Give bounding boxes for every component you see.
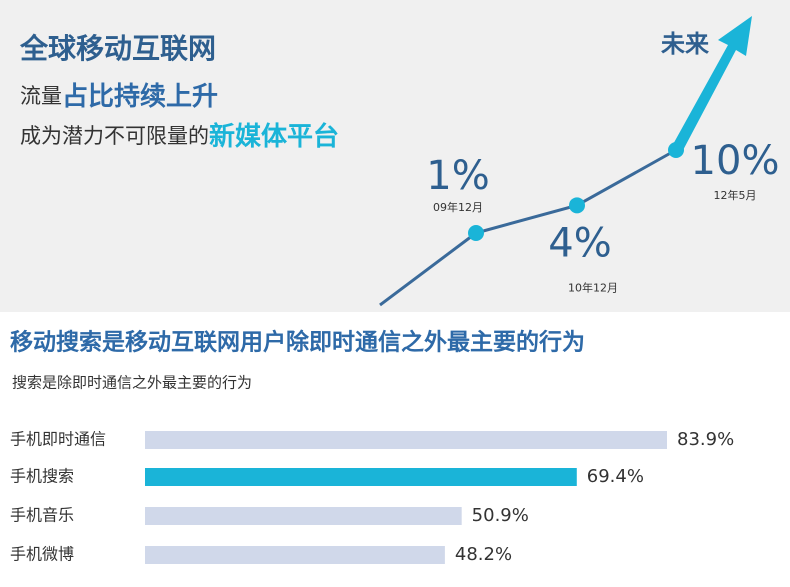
text: 流量	[20, 84, 62, 108]
annotation: 未来	[661, 30, 710, 58]
point	[468, 225, 484, 241]
line-chart: 1%09年12月 4% 10年12月 10% 12年5月 未来	[426, 30, 779, 294]
bar	[145, 507, 462, 525]
category-label: 手机音乐	[10, 506, 74, 525]
date-label: 09年12月	[433, 200, 483, 214]
value-label: 50.9%	[472, 505, 529, 526]
value-label: 48.2%	[455, 544, 512, 565]
headline: 全球移动互联网	[19, 32, 216, 65]
value-label: 4%	[548, 220, 611, 266]
text: 新媒体平台	[209, 121, 339, 152]
value-label: 69.4%	[587, 466, 644, 487]
text: 成为潜力不可限量的	[20, 124, 209, 148]
trend-start	[379, 231, 477, 307]
chart-title: 移动搜索是移动互联网用户除即时通信之外最主要的行为	[10, 329, 585, 356]
headline-line2: 流量占比持续上升	[20, 81, 218, 112]
chart-subtitle: 搜索是除即时通信之外最主要的行为	[12, 374, 252, 392]
category-label: 手机即时通信	[10, 430, 106, 449]
value-label: 83.9%	[677, 429, 734, 450]
top-panel	[0, 0, 790, 312]
date-label: 12年5月	[714, 188, 757, 202]
date-label: 10年12月	[568, 280, 618, 294]
value-label: 1%	[426, 153, 489, 199]
future-arrow	[671, 16, 752, 154]
headline-line3: 成为潜力不可限量的新媒体平台	[20, 121, 339, 152]
value-label: 10%	[691, 138, 780, 184]
bar	[145, 431, 667, 449]
text: 占比持续上升	[62, 81, 218, 112]
point	[569, 197, 585, 214]
category-label: 手机搜索	[10, 467, 74, 486]
bar	[145, 546, 445, 564]
category-label: 手机微博	[10, 545, 74, 564]
point	[668, 142, 684, 158]
bar-chart: 移动搜索是移动互联网用户除即时通信之外最主要的行为搜索是除即时通信之外最主要的行…	[10, 329, 734, 566]
bar	[145, 468, 577, 486]
